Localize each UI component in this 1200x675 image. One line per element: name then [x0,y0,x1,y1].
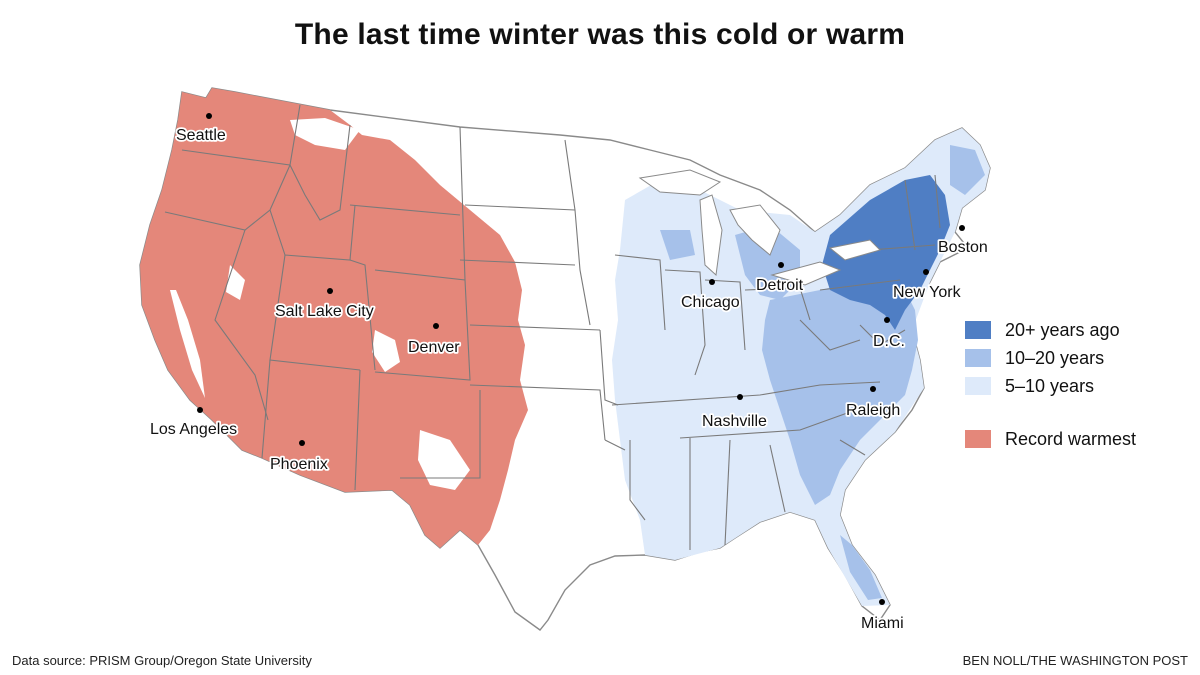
city-label: Detroit [756,277,804,294]
legend-item-record-warmest: Record warmest [965,425,1136,453]
city-label: Miami [861,615,904,632]
legend-item-5-10: 5–10 years [965,372,1136,400]
city-label: Salt Lake City [275,303,374,320]
map-title: The last time winter was this cold or wa… [294,18,906,51]
city-dc: D.C. [871,317,907,352]
city-dot [433,323,439,329]
city-new-york: New York [891,269,963,303]
city-raleigh: Raleigh [844,386,902,421]
city-dot [923,269,929,275]
legend-swatch [965,430,991,448]
city-dot [709,279,715,285]
data-source: Data source: PRISM Group/Oregon State Un… [12,653,312,668]
legend-label: 5–10 years [1005,375,1095,396]
city-dot [197,407,203,413]
state-boundaries [164,104,941,550]
legend-swatch [965,321,991,339]
city-dot [959,225,965,231]
city-chicago: Chicago [679,279,742,313]
city-label: Chicago [681,294,740,311]
legend-label: 10–20 years [1005,347,1105,368]
legend-item-20-plus: 20+ years ago [965,316,1136,344]
city-label: Phoenix [270,456,328,473]
ten-to-twenty-years-region [660,145,985,600]
legend-swatch [965,349,991,367]
city-label: Seattle [176,127,226,144]
city-label: D.C. [873,333,905,350]
great-lakes [638,169,881,286]
city-denver: Denver [406,323,462,358]
city-label: Nashville [702,413,767,430]
legend-swatch [965,377,991,395]
legend: 20+ years ago 10–20 years 5–10 years Rec… [965,316,1136,453]
city-miami: Miami [859,599,905,634]
legend-item-10-20: 10–20 years [965,344,1136,372]
city-dot [778,262,784,268]
credit: BEN NOLL/THE WASHINGTON POST [962,653,1188,668]
city-seattle: Seattle [174,113,228,146]
city-dot [870,386,876,392]
city-label: New York [893,284,962,301]
legend-label: Record warmest [1005,428,1137,449]
city-dot [299,440,305,446]
legend-label: 20+ years ago [1005,319,1120,340]
city-detroit: Detroit [754,262,805,296]
city-los-angeles: Los Angeles [148,407,239,440]
city-dot [206,113,212,119]
city-salt-lake-city: Salt Lake City [273,288,375,322]
city-label: Raleigh [846,402,900,419]
city-label: Denver [408,339,460,356]
city-dot [879,599,885,605]
city-dot [737,394,743,400]
city-label: Los Angeles [150,421,237,438]
twenty-plus-years-region [822,175,950,330]
city-dot [327,288,333,294]
record-warm-region [140,88,528,548]
city-dot [884,317,890,323]
city-boston: Boston [936,225,990,258]
city-nashville: Nashville [700,394,769,432]
city-phoenix: Phoenix [268,440,330,475]
city-label: Boston [938,239,988,256]
